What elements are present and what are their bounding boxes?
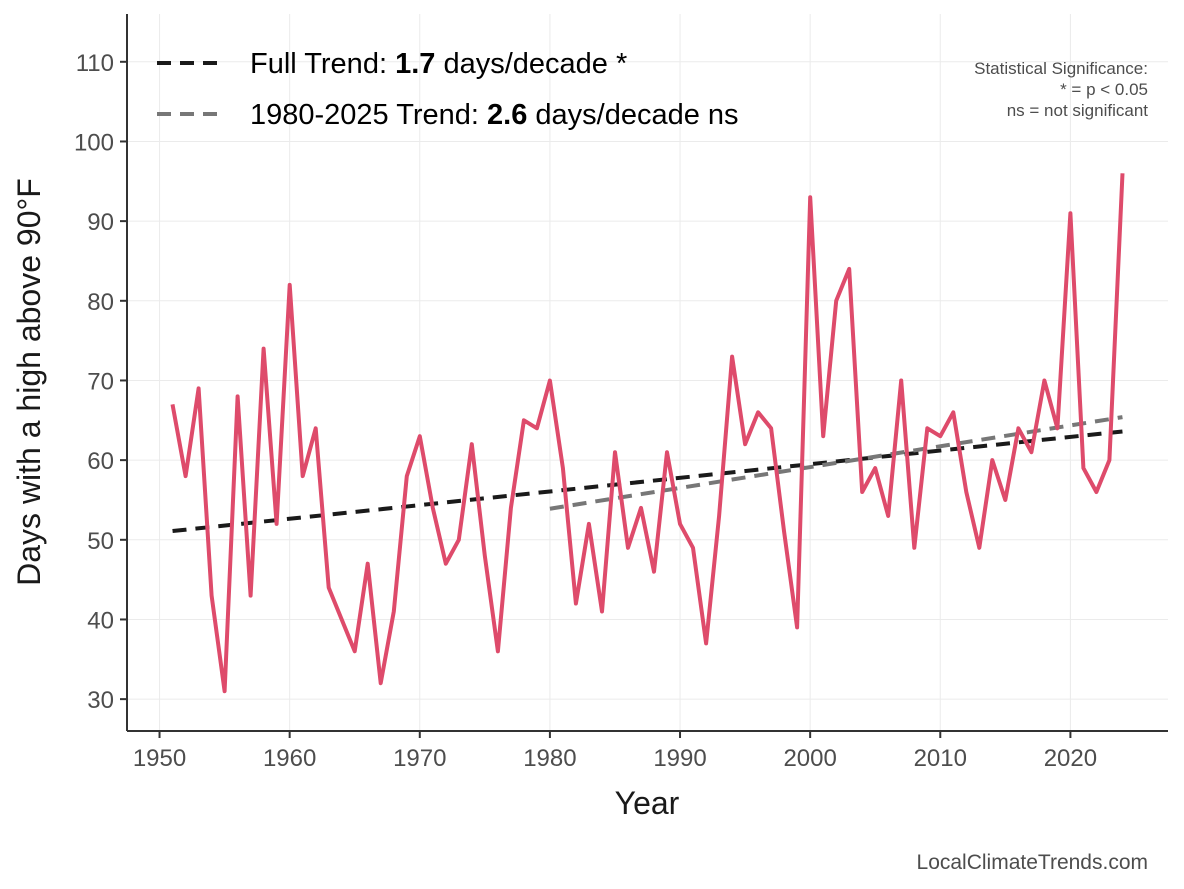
recent-trend-line [549, 415, 1123, 511]
days-above-90-series-line [170, 173, 1125, 694]
legend-value: 2.6 [487, 99, 527, 131]
y-tick-label: 80 [87, 289, 114, 316]
legend-label-recent-trend: 1980-2025 Trend: 2.6 days/decade ns [250, 99, 739, 131]
legend-value: 1.7 [395, 48, 435, 80]
y-tick-label: 30 [87, 687, 114, 714]
significance-note: Statistical Significance: * = p < 0.05 n… [974, 59, 1148, 120]
y-tick-label: 90 [87, 209, 114, 236]
legend-suffix: days/decade ns [527, 99, 738, 131]
x-tick-label: 2020 [1044, 745, 1097, 772]
y-tick-label: 100 [74, 129, 114, 156]
axes [126, 14, 1168, 732]
x-axis-title: Year [615, 785, 680, 821]
y-tick-label: 60 [87, 448, 114, 475]
x-tick-label: 1950 [133, 745, 186, 772]
trend-lines [172, 415, 1123, 534]
data-series [170, 173, 1125, 694]
legend-label-full-trend: Full Trend: 1.7 days/decade * [250, 48, 627, 80]
legend-prefix: Full Trend: [250, 48, 395, 80]
y-tick-label: 110 [76, 50, 114, 77]
source-credit: LocalClimateTrends.com [917, 851, 1148, 874]
x-tick-label: 1980 [523, 745, 576, 772]
significance-note-line: * = p < 0.05 [1060, 80, 1148, 99]
y-tick-label: 50 [87, 528, 114, 555]
x-tick-label: 2000 [783, 745, 836, 772]
legend: Full Trend: 1.7 days/decade * 1980-2025 … [157, 48, 739, 131]
x-tick-label: 1990 [653, 745, 706, 772]
full-trend-line [172, 429, 1123, 534]
legend-suffix: days/decade * [435, 48, 627, 80]
significance-note-line: Statistical Significance: [974, 59, 1148, 78]
y-axis-title: Days with a high above 90°F [11, 178, 47, 586]
x-tick-label: 1970 [393, 745, 446, 772]
legend-prefix: 1980-2025 Trend: [250, 99, 487, 131]
y-tick-label: 70 [87, 368, 114, 395]
ticks: 1950 1960 1970 1980 1990 2000 2010 2020 30 40 50 60… [74, 50, 1097, 772]
x-tick-label: 1960 [263, 745, 316, 772]
x-tick-label: 2010 [914, 745, 967, 772]
y-tick-label: 40 [87, 607, 114, 634]
significance-note-line: ns = not significant [1007, 101, 1149, 120]
